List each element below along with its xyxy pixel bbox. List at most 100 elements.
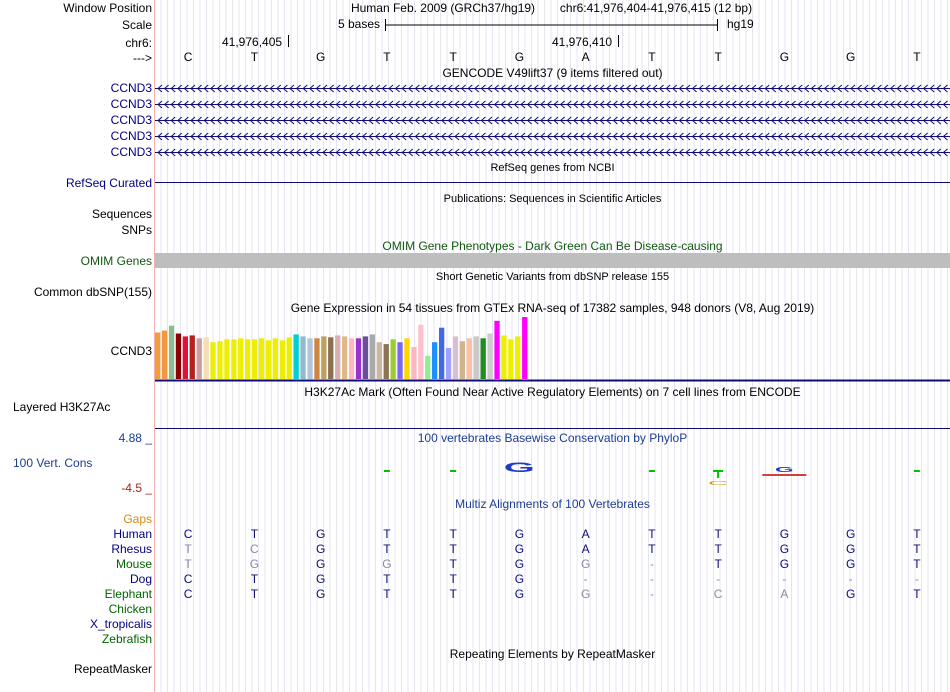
gtex-tissue-bar[interactable] (390, 339, 396, 379)
phylop-base-mark[interactable] (648, 470, 655, 472)
gtex-tissue-bar[interactable] (508, 339, 514, 379)
gtex-tissue-bar[interactable] (362, 336, 369, 379)
publications-title: Publications: Sequences in Scientific Ar… (443, 193, 662, 205)
gtex-tissue-bar[interactable] (258, 338, 265, 379)
alignment-base: T (383, 587, 391, 601)
species-label-chicken[interactable]: Chicken (108, 602, 152, 616)
gtex-tissue-bar[interactable] (404, 338, 410, 379)
phylop-logo[interactable]: G C G (155, 446, 950, 496)
track-image[interactable]: Human Feb. 2009 (GRCh37/hg19) chr6:41,97… (155, 0, 950, 692)
gtex-tissue-bar[interactable] (196, 338, 202, 379)
gtex-tissue-bar[interactable] (466, 338, 472, 379)
label-snps[interactable]: SNPs (121, 223, 152, 237)
gtex-tissue-bar[interactable] (418, 324, 424, 380)
label-sequences[interactable]: Sequences (91, 207, 152, 221)
gencode-transcript[interactable] (155, 148, 950, 157)
gene-label-ccnd3[interactable]: CCND3 (110, 129, 152, 143)
gtex-tissue-bar[interactable] (245, 339, 251, 379)
species-label-elephant[interactable]: Elephant (104, 587, 152, 601)
gtex-tissue-bar[interactable] (272, 338, 278, 379)
gencode-transcript[interactable] (155, 116, 950, 125)
gtex-tissue-bar[interactable] (369, 334, 375, 379)
gtex-tissue-bar[interactable] (161, 330, 168, 379)
gtex-tissue-bar[interactable] (307, 338, 313, 379)
species-label-x-tropicalis[interactable]: X_tropicalis (89, 617, 152, 631)
alignment-base: G (315, 587, 326, 601)
omim-gene-bar[interactable] (155, 253, 950, 268)
gtex-tissue-bar[interactable] (189, 335, 195, 379)
species-label-human[interactable]: Human (113, 527, 152, 541)
gtex-tissue-bar[interactable] (231, 339, 237, 379)
gtex-tissue-bar[interactable] (279, 340, 285, 380)
gtex-tissue-bar[interactable] (439, 327, 445, 379)
alignment-base: G (845, 542, 856, 556)
gencode-transcripts[interactable] (155, 80, 950, 160)
gtex-tissue-bar[interactable] (265, 340, 272, 380)
gtex-tissue-bar[interactable] (321, 336, 327, 379)
gene-label-ccnd3[interactable]: CCND3 (110, 113, 152, 127)
gtex-tissue-bar[interactable] (203, 337, 209, 379)
alignment-base: G (315, 542, 326, 556)
gtex-tissue-bar[interactable] (432, 342, 438, 379)
gencode-transcript[interactable] (155, 132, 950, 141)
gtex-tissue-bar[interactable] (182, 336, 188, 379)
phylop-base-mark[interactable] (713, 470, 724, 472)
phylop-base-mark[interactable] (450, 470, 457, 472)
gtex-tissue-bar[interactable] (487, 333, 493, 380)
gtex-tissue-bar[interactable] (328, 337, 334, 379)
gtex-tissue-bar[interactable] (342, 336, 348, 379)
gtex-tissue-bar[interactable] (411, 347, 417, 379)
gtex-tissue-bar[interactable] (383, 344, 389, 379)
gtex-tissue-bar[interactable] (355, 338, 362, 379)
gtex-tissue-bar[interactable] (252, 339, 258, 379)
label-layered-h3k27ac[interactable]: Layered H3K27Ac (13, 400, 111, 414)
gtex-tissue-bar[interactable] (168, 325, 175, 379)
gtex-tissue-bar[interactable] (494, 320, 500, 379)
phylop-base-mark[interactable] (913, 470, 920, 472)
gtex-tissue-bar[interactable] (515, 336, 521, 379)
gtex-tissue-bar[interactable] (300, 336, 306, 379)
species-label-zebrafish[interactable]: Zebrafish (101, 632, 152, 646)
label-gtex-ccnd3[interactable]: CCND3 (110, 344, 152, 358)
refseq-transcript-line[interactable] (155, 182, 950, 183)
phylop-base-mark[interactable]: G (775, 465, 794, 473)
gtex-tissue-bar[interactable] (459, 341, 465, 379)
species-label-rhesus[interactable]: Rhesus (111, 542, 152, 556)
gtex-tissue-bar[interactable] (175, 333, 182, 380)
ruler-base: T (449, 50, 457, 64)
gtex-tissue-bar[interactable] (224, 339, 230, 379)
phylop-base-mark[interactable]: G (504, 460, 535, 475)
gtex-tissue-bar[interactable] (155, 332, 161, 380)
label-refseq-curated[interactable]: RefSeq Curated (65, 176, 152, 190)
gtex-tissue-bar[interactable] (293, 334, 299, 379)
gtex-tissue-bar[interactable] (501, 335, 507, 379)
gtex-tissue-bar[interactable] (210, 342, 216, 379)
gtex-tissue-bar[interactable] (480, 338, 486, 379)
gencode-transcript[interactable] (155, 84, 950, 93)
gtex-tissue-bar[interactable] (397, 342, 403, 379)
gencode-transcript[interactable] (155, 100, 950, 109)
gtex-bar-chart[interactable] (155, 315, 950, 385)
gtex-tissue-bar[interactable] (335, 335, 341, 379)
gtex-tissue-bar[interactable] (286, 337, 292, 379)
label-common-dbsnp[interactable]: Common dbSNP(155) (33, 285, 152, 299)
gtex-tissue-bar[interactable] (376, 342, 382, 379)
gtex-tissue-bar[interactable] (314, 338, 320, 379)
gtex-tissue-bar[interactable] (452, 336, 459, 379)
gtex-tissue-bar[interactable] (348, 338, 355, 379)
gtex-tissue-bar[interactable] (238, 338, 244, 379)
gtex-tissue-bar[interactable] (522, 317, 528, 379)
gtex-tissue-bar[interactable] (473, 336, 479, 379)
gtex-tissue-bar[interactable] (217, 341, 223, 379)
label-repeatmasker[interactable]: RepeatMasker (73, 662, 152, 676)
label-omim-genes[interactable]: OMIM Genes (80, 254, 152, 268)
species-label-mouse[interactable]: Mouse (115, 557, 152, 571)
gtex-tissue-bar[interactable] (445, 348, 452, 379)
species-label-dog[interactable]: Dog (129, 572, 152, 586)
gene-label-ccnd3[interactable]: CCND3 (110, 81, 152, 95)
label-100-vert-cons[interactable]: 100 Vert. Cons (13, 456, 93, 470)
phylop-base-mark[interactable] (383, 470, 390, 472)
gene-label-ccnd3[interactable]: CCND3 (110, 145, 152, 159)
gtex-tissue-bar[interactable] (425, 355, 431, 380)
gene-label-ccnd3[interactable]: CCND3 (110, 97, 152, 111)
